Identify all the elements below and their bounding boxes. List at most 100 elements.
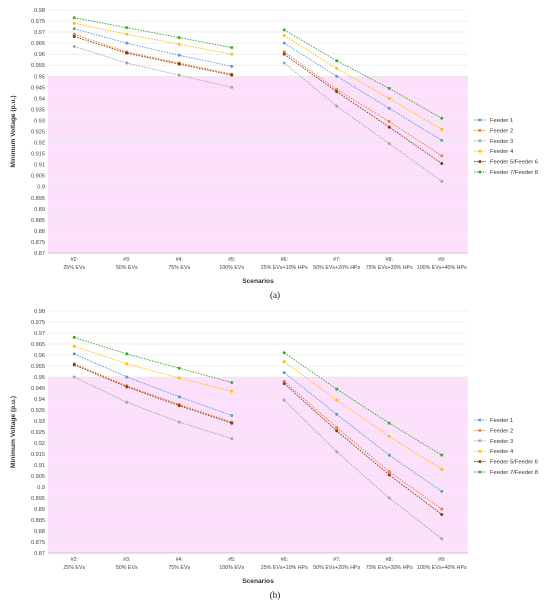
data-point <box>230 85 234 89</box>
data-point <box>282 398 286 402</box>
y-tick-label: 0.975 <box>31 19 45 25</box>
data-point <box>387 470 391 474</box>
x-category-number: #2: <box>71 557 78 563</box>
data-point <box>72 375 76 379</box>
series-line <box>74 28 232 67</box>
data-point <box>230 381 234 384</box>
x-category-label: 50% EVs <box>116 265 138 271</box>
data-point <box>72 21 76 25</box>
x-category-label: 100% EVs <box>219 265 244 271</box>
data-point <box>230 414 234 417</box>
x-category-number: #3: <box>123 557 130 563</box>
data-point <box>125 61 129 65</box>
legend-label: Feeder 2 <box>490 128 513 134</box>
series-line <box>74 353 232 416</box>
legend-label: Feeder 5/Feeder 6 <box>490 160 538 166</box>
legend-entry: Feeder 2 <box>474 128 513 134</box>
legend-label: Feeder 7/Feeder 8 <box>490 470 538 476</box>
data-point <box>177 376 181 380</box>
y-tick-label: 0.955 <box>31 364 45 370</box>
y-tick-label: 0.96 <box>34 353 45 359</box>
legend-marker <box>478 449 482 453</box>
data-point <box>125 400 129 404</box>
x-category-number: #2: <box>71 257 78 263</box>
legend-entry: Feeder 3 <box>474 139 513 145</box>
series-line <box>74 364 232 424</box>
y-tick-label: 0.9 <box>37 485 45 491</box>
series-feeder-5-feeder-6 <box>72 363 444 516</box>
series-line <box>283 399 443 540</box>
legend-entry: Feeder 5/Feeder 6 <box>474 460 538 466</box>
data-point <box>230 389 234 393</box>
data-point <box>230 46 234 50</box>
panel-label: (b) <box>270 590 281 600</box>
data-point <box>125 51 129 55</box>
legend-entry: Feeder 4 <box>474 449 514 455</box>
panel-label: (a) <box>270 290 280 300</box>
data-point <box>282 61 286 65</box>
data-point <box>335 59 339 63</box>
legend-label: Feeder 2 <box>490 428 513 434</box>
y-tick-label: 0.905 <box>31 174 45 180</box>
y-tick-label: 0.915 <box>31 152 45 158</box>
series-feeder-1 <box>72 352 444 493</box>
legend-marker <box>478 160 482 164</box>
data-point <box>72 16 76 20</box>
x-category-label: 75% EVs+30% HPs <box>366 565 413 571</box>
y-tick-label: 0.91 <box>34 163 45 169</box>
y-tick-label: 0.965 <box>31 41 45 47</box>
y-tick-label: 0.91 <box>34 463 45 469</box>
y-tick-label: 0.885 <box>31 518 45 524</box>
series-line <box>283 51 442 157</box>
series-line <box>284 42 442 141</box>
data-point <box>177 366 181 370</box>
data-point <box>335 412 339 416</box>
x-category-label: 100% EVs+40% HPs <box>417 265 467 271</box>
legend-label: Feeder 7/Feeder 8 <box>490 170 538 176</box>
y-tick-label: 0.895 <box>31 196 45 202</box>
x-category-label: 75% EVs+30% HPs <box>366 265 413 271</box>
series-feeder-5-feeder-6 <box>72 35 444 166</box>
legend-label: Feeder 1 <box>490 418 513 424</box>
series-line <box>283 383 443 515</box>
data-point <box>72 344 76 348</box>
y-tick-label: 0.97 <box>34 331 45 337</box>
legend-entry: Feeder 4 <box>474 149 514 155</box>
y-tick-label: 0.905 <box>31 474 45 480</box>
x-category-number: #4: <box>176 257 183 263</box>
data-point <box>335 387 339 391</box>
x-category-number: #5: <box>228 557 235 563</box>
data-point <box>125 41 129 45</box>
legend-label: Feeder 5/Feeder 6 <box>490 460 538 466</box>
y-tick-label: 0.88 <box>34 529 45 535</box>
data-point <box>72 32 76 36</box>
series-line <box>283 53 443 164</box>
x-category-number: #8: <box>386 557 393 563</box>
y-tick-label: 0.93 <box>34 419 45 425</box>
y-tick-label: 0.97 <box>34 30 45 36</box>
data-point <box>125 32 129 36</box>
series-line <box>74 36 232 76</box>
legend-marker <box>478 118 482 122</box>
series-line <box>74 376 232 440</box>
data-point <box>387 125 391 129</box>
y-tick-label: 0.935 <box>31 107 45 113</box>
y-tick-label: 0.945 <box>31 386 45 392</box>
y-tick-label: 0.875 <box>31 240 45 246</box>
data-point <box>282 379 286 383</box>
series-feeder-7-feeder-8 <box>72 16 444 120</box>
y-tick-label: 0.95 <box>34 74 45 80</box>
x-axis-title: Scenarios <box>242 278 274 285</box>
y-tick-label: 0.87 <box>34 251 45 257</box>
legend-entry: Feeder 7/Feeder 8 <box>474 470 538 476</box>
y-tick-label: 0.93 <box>34 118 45 124</box>
legend-entry: Feeder 7/Feeder 8 <box>474 170 538 176</box>
y-tick-label: 0.95 <box>34 375 45 381</box>
x-category-label: 50% EVs+20% HPs <box>313 265 360 271</box>
data-point <box>72 35 76 39</box>
series-feeder-7-feeder-8 <box>72 335 444 457</box>
data-point <box>440 537 444 541</box>
data-point <box>177 395 181 399</box>
series-feeder-4 <box>72 21 444 131</box>
series-line <box>284 29 442 119</box>
